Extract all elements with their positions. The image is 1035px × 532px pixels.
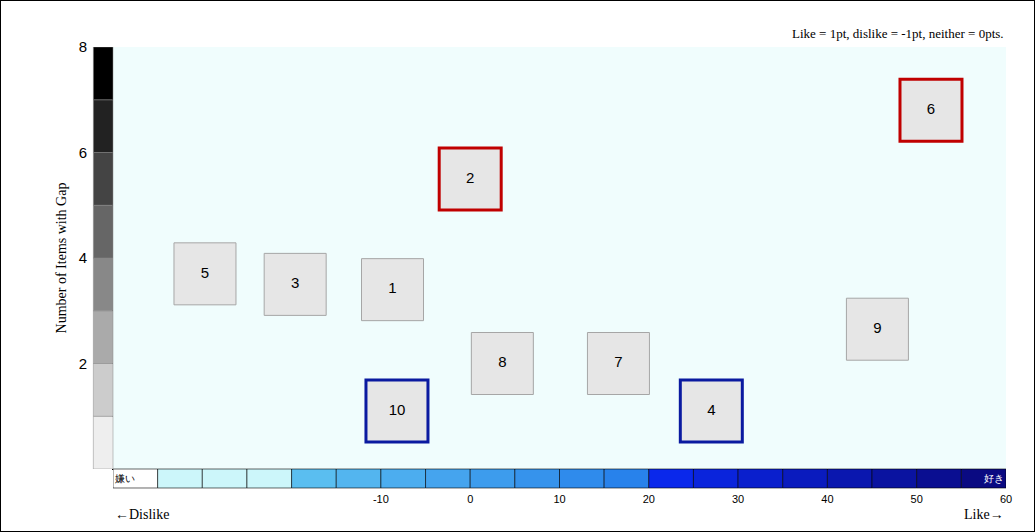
svg-text:4: 4 [79, 249, 87, 266]
svg-text:0: 0 [467, 493, 473, 505]
svg-text:7: 7 [614, 353, 622, 370]
svg-text:60: 60 [1000, 493, 1012, 505]
svg-text:10: 10 [389, 401, 406, 418]
svg-text:1: 1 [388, 279, 396, 296]
svg-text:6: 6 [927, 100, 935, 117]
svg-text:8: 8 [498, 353, 506, 370]
svg-text:2: 2 [466, 169, 474, 186]
svg-text:Like→: Like→ [964, 507, 1004, 522]
svg-text:40: 40 [821, 493, 833, 505]
svg-text:-10: -10 [373, 493, 389, 505]
svg-text:4: 4 [707, 401, 715, 418]
svg-text:5: 5 [201, 264, 209, 281]
svg-text:嫌い: 嫌い [115, 473, 135, 484]
svg-text:3: 3 [291, 274, 299, 291]
svg-text:8: 8 [79, 38, 87, 55]
svg-text:10: 10 [553, 493, 565, 505]
svg-text:6: 6 [79, 144, 87, 161]
svg-text:30: 30 [732, 493, 744, 505]
svg-text:2: 2 [79, 355, 87, 372]
svg-text:Number of Items with Gap: Number of Items with Gap [54, 183, 69, 334]
svg-text:9: 9 [873, 319, 881, 336]
svg-text:50: 50 [911, 493, 923, 505]
svg-text:好き: 好き [984, 473, 1004, 484]
svg-text:20: 20 [643, 493, 655, 505]
svg-text:←Dislike: ←Dislike [115, 507, 169, 522]
svg-text:Like = 1pt, dislike = -1pt, ne: Like = 1pt, dislike = -1pt, neither = 0p… [792, 26, 1004, 41]
